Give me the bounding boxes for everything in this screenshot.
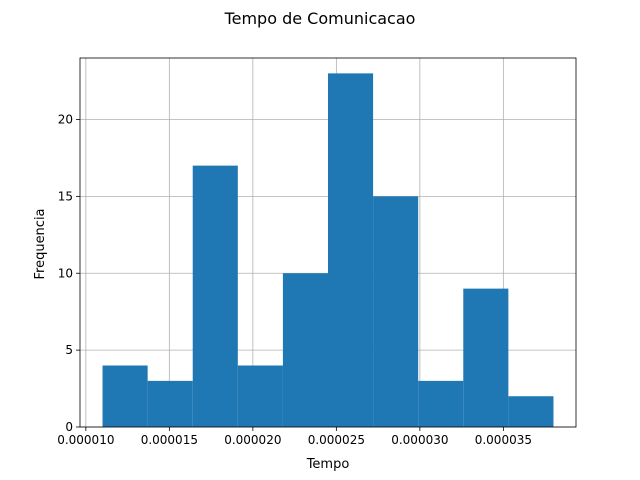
chart-title: Tempo de Comunicacao [224, 9, 416, 28]
histogram-bar [508, 396, 554, 427]
histogram-bar [463, 288, 509, 427]
y-tick-label: 10 [58, 266, 73, 280]
histogram-bar [282, 273, 328, 427]
axes [76, 57, 577, 431]
y-tick-label: 15 [58, 189, 73, 203]
x-tick-label: 0.000010 [57, 433, 114, 447]
y-tick-label: 20 [58, 113, 73, 127]
histogram-bar [373, 196, 419, 427]
histogram-bar [418, 380, 464, 427]
x-tick-label: 0.000035 [475, 433, 532, 447]
histogram-bar [147, 380, 193, 427]
x-axis-label: Tempo [306, 457, 350, 472]
x-tick-label: 0.000020 [224, 433, 281, 447]
plot-frame [79, 57, 577, 428]
y-tick-label: 5 [65, 343, 73, 357]
histogram-bar [328, 73, 374, 427]
y-tick-label: 0 [65, 420, 73, 434]
y-axis-label: Frequencia [33, 208, 48, 279]
x-tick-label: 0.000030 [391, 433, 448, 447]
x-tick-label: 0.000025 [308, 433, 365, 447]
tick-labels: 0.000010 0.000015 0.000020 0.000025 0.000030… [57, 113, 532, 448]
histogram-bars [102, 73, 554, 427]
x-tick-label: 0.000015 [141, 433, 198, 447]
histogram-bar [192, 165, 238, 427]
histogram-bar [237, 365, 283, 427]
histogram-bar [102, 365, 148, 427]
